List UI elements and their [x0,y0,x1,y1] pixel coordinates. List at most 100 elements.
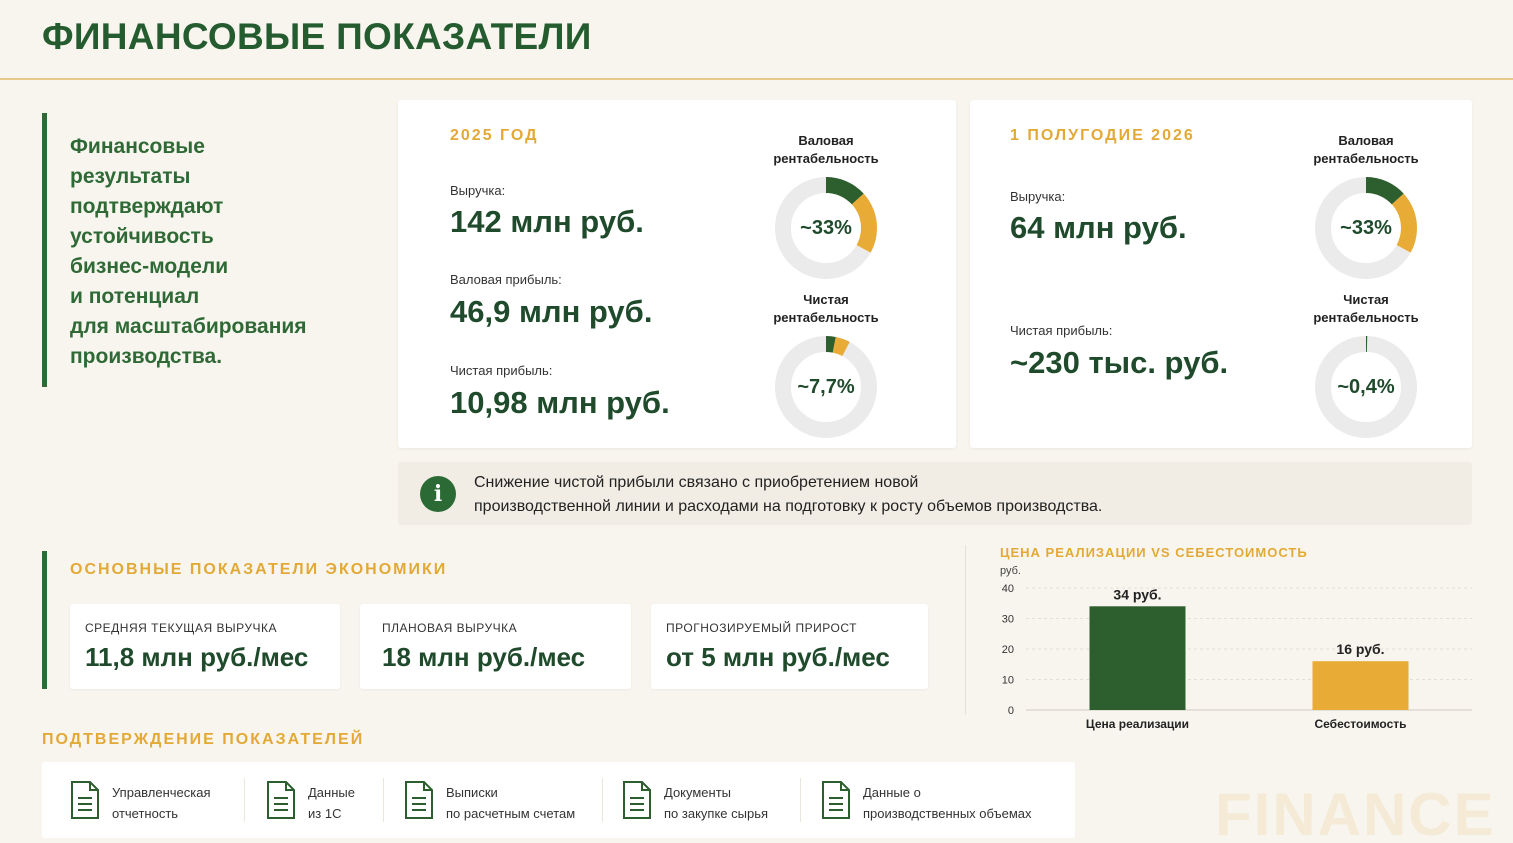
donut-segment-primary [1315,336,1417,438]
card-2025-heading: 2025 ГОД [450,127,539,144]
kpi-label: СРЕДНЯЯ ТЕКУЩАЯ ВЫРУЧКА [85,621,277,635]
gross-margin-value: ~33% [1340,217,1392,239]
doc-text: Выписки по расчетным счетам [446,782,575,824]
revenue-label: Выручка: [1010,189,1066,204]
x-tick-label: Цена реализации [1086,717,1189,731]
y-tick-label: 10 [1002,675,1014,687]
net-margin-title-line: рентабельность [1313,310,1419,325]
intro-line: и потенциал [70,285,200,308]
gross-margin-value: ~33% [800,217,852,239]
gross-profit-label: Валовая прибыль: [450,272,562,287]
kpi-value: от 5 млн руб./мес [666,642,890,672]
net-profit-label: Чистая прибыль: [450,363,553,378]
donut-graphic [1315,177,1417,279]
x-tick-label: Себестоимость [1314,717,1406,731]
gross-margin-donut: ~33% [1314,176,1418,280]
y-axis-unit: руб. [1000,565,1021,577]
doc-line: Управленческая [112,785,211,800]
gross-margin-title-line: Валовая [798,133,854,148]
finance-watermark: FINANCE [1215,781,1496,843]
card-2026: 1 ПОЛУГОДИЕ 2026 Выручка: 64 млн руб. Чи… [970,100,1472,448]
revenue-value: 64 млн руб. [1010,210,1187,245]
donut-segment-primary [775,336,877,438]
page-title: ФИНАНСОВЫЕ ПОКАЗАТЕЛИ [42,16,592,57]
chart-title: ЦЕНА РЕАЛИЗАЦИИ VS СЕБЕСТОИМОСТЬ [1000,545,1308,560]
intro-line: Финансовые [70,135,205,158]
donut-segment-primary [1315,177,1417,279]
kpi-card: ПЛАНОВАЯ ВЫРУЧКА 18 млн руб./мес [360,604,631,689]
doc-text: Данные о производственных объемах [863,782,1032,824]
doc-line: Выписки [446,785,498,800]
bar-data-label: 34 руб. [1113,586,1161,602]
kpi-label: ПРОГНОЗИРУЕМЫЙ ПРИРОСТ [666,621,857,635]
document-icon [822,781,850,819]
info-note-line: производственной линии и расходами на по… [474,498,1103,515]
info-note-line: Снижение чистой прибыли связано с приобр… [474,474,919,491]
confirm-heading: ПОДТВЕРЖДЕНИЕ ПОКАЗАТЕЛЕЙ [42,731,365,748]
document-icon [267,781,295,819]
revenue-label: Выручка: [450,183,506,198]
net-profit-value: 10,98 млн руб. [450,385,670,420]
donut-graphic [775,177,877,279]
doc-line: Документы [664,785,732,800]
kpi-value: 18 млн руб./мес [382,642,586,672]
title-divider [0,78,1513,80]
doc-text: Данные из 1С [308,782,355,824]
doc-separator [383,778,384,822]
net-profit-label: Чистая прибыль: [1010,323,1113,338]
doc-line: производственных объемах [863,806,1032,821]
intro-line: бизнес-модели [70,255,229,278]
card-2026-heading: 1 ПОЛУГОДИЕ 2026 [1010,127,1195,144]
bar [1312,661,1409,710]
chart-divider [965,545,966,715]
kpi-label: ПЛАНОВАЯ ВЫРУЧКА [382,621,518,635]
net-margin-title-line: Чистая [803,292,849,307]
gross-margin-donut: ~33% [774,176,878,280]
info-note-text: Снижение чистой прибыли связано с приобр… [474,471,1454,519]
doc-line: Данные [308,785,355,800]
gross-margin-title: Валовая рентабельность [1296,132,1436,168]
donut-segment-accent [1315,177,1417,279]
bar [1089,606,1186,710]
confirm-docs-panel: Управленческая отчетность Данные из 1С Вып… [42,762,1075,838]
net-margin-value: ~0,4% [1337,376,1395,398]
doc-separator [244,778,245,822]
doc-separator [800,778,801,822]
y-tick-label: 40 [1002,583,1014,595]
doc-line: отчетность [112,806,179,821]
y-tick-label: 0 [1008,705,1014,717]
net-margin-title: Чистая рентабельность [756,291,896,327]
gross-margin-title-line: рентабельность [773,151,879,166]
intro-accent-bar [42,113,47,387]
donut-segment-accent [775,177,877,279]
doc-line: Данные о [863,785,921,800]
kpi-card: ПРОГНОЗИРУЕМЫЙ ПРИРОСТ от 5 млн руб./мес [651,604,928,689]
info-note: i Снижение чистой прибыли связано с прио… [398,462,1472,525]
donut-graphic [775,336,877,438]
doc-text: Документы по закупке сырья [664,782,768,824]
economy-accent-bar [42,551,47,689]
document-icon [71,781,99,819]
economy-heading: ОСНОВНЫЕ ПОКАЗАТЕЛИ ЭКОНОМИКИ [70,561,448,578]
net-profit-value: ~230 тыс. руб. [1010,345,1229,380]
doc-line: по расчетным счетам [446,806,576,821]
bar-data-label: 16 руб. [1336,641,1384,657]
y-tick-label: 20 [1002,644,1014,656]
net-margin-title-line: рентабельность [773,310,879,325]
doc-line: из 1С [308,806,342,821]
doc-line: по закупке сырья [664,806,769,821]
intro-line: производства. [70,345,223,368]
gross-profit-value: 46,9 млн руб. [450,294,653,329]
intro-line: результаты [70,165,191,188]
intro-line: устойчивость [70,225,214,248]
net-margin-donut: ~7,7% [774,335,878,439]
intro-text: Финансовые результаты подтверждают устой… [70,132,360,372]
net-margin-donut: ~0,4% [1314,335,1418,439]
price-vs-cost-chart: руб. 0 10 20 30 40 34 руб. Цена реализации 16 ру… [1000,565,1472,731]
y-tick-label: 30 [1002,614,1014,626]
donut-graphic [1315,336,1417,438]
net-margin-title-line: Чистая [1343,292,1389,307]
gross-margin-title-line: рентабельность [1313,151,1419,166]
document-icon [405,781,433,819]
intro-line: для масштабирования [70,315,307,338]
